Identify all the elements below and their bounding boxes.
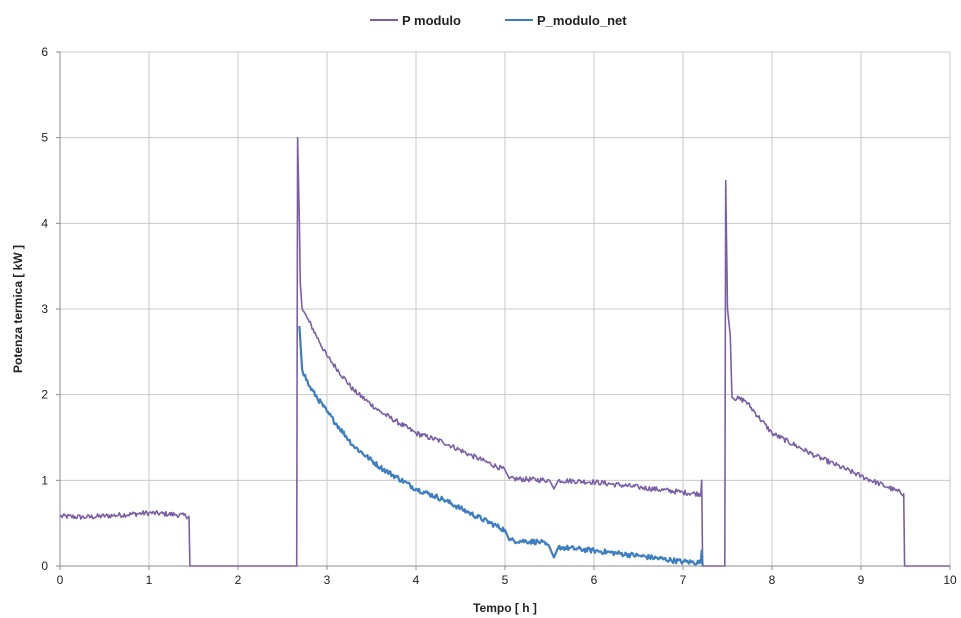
x-tick-label: 3 xyxy=(324,573,331,587)
y-tick-label: 0 xyxy=(41,559,48,573)
legend: P modulo P_modulo_net xyxy=(370,13,627,28)
y-tick-label: 1 xyxy=(41,473,48,487)
grid xyxy=(60,51,951,566)
y-tick-label: 4 xyxy=(41,216,48,230)
y-tick-label: 6 xyxy=(41,45,48,59)
x-tick-label: 5 xyxy=(502,573,509,587)
series-group xyxy=(59,136,950,567)
legend-label: P modulo xyxy=(402,13,461,28)
y-axis-label: Potenza termica [ kW ] xyxy=(11,245,25,373)
x-tick-label: 2 xyxy=(235,573,242,587)
x-tick-label: 7 xyxy=(680,573,687,587)
x-tick-label: 8 xyxy=(769,573,776,587)
x-tick-label: 1 xyxy=(146,573,153,587)
x-tick-label: 0 xyxy=(57,573,64,587)
series-line-p-modulo-net xyxy=(298,326,704,567)
x-tick-label: 10 xyxy=(943,573,957,587)
x-tick-label: 6 xyxy=(591,573,598,587)
legend-label: P_modulo_net xyxy=(537,13,627,28)
x-tick-label: 9 xyxy=(858,573,865,587)
axes xyxy=(56,51,951,570)
x-tick-label: 4 xyxy=(413,573,420,587)
x-axis-label: Tempo [ h ] xyxy=(473,601,537,615)
y-tick-label: 5 xyxy=(41,131,48,145)
y-tick-label: 3 xyxy=(41,302,48,316)
series-line-p-modulo xyxy=(59,136,950,567)
y-tick-label: 2 xyxy=(41,388,48,402)
tick-labels: 0 1 2 3 4 5 6 7 8 9 10 0 1 2 3 4 5 6 xyxy=(41,45,957,587)
